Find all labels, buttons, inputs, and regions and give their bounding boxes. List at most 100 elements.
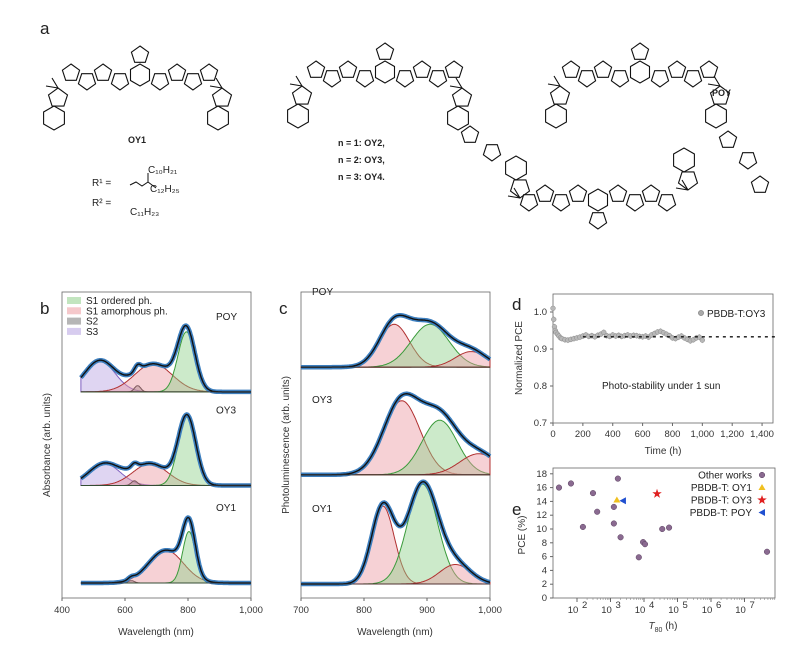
poy-thiophene-ring: [683, 70, 703, 88]
poy-left-dicyano-bond: [547, 75, 561, 87]
data-point-other: [610, 520, 617, 527]
oy1-right-indanone-ring: [211, 87, 233, 107]
poy-thiophene-ring: [738, 152, 758, 170]
data-point-poy: [619, 497, 626, 505]
oy-series-bottom-thiophene-ring: [551, 194, 571, 212]
chemical-structures: [43, 42, 770, 230]
panel-label-d: d: [512, 295, 521, 314]
legend-swatch: [67, 317, 81, 325]
legend-marker-oy3: [757, 495, 767, 504]
oy-series-bottom-benzene-ring: [587, 188, 609, 212]
data-point-other: [617, 534, 624, 541]
x-tick-label: 10: [601, 605, 612, 616]
series-name-oy4: n = 3: OY4.: [338, 172, 385, 182]
oy-series-mid-indanone-ring: [451, 87, 473, 107]
panel-label-a: a: [40, 19, 50, 38]
photoluminescence-plot: POY OY3 OY1: [300, 287, 492, 587]
oy-series-mid-dicyano-bond: [449, 77, 463, 89]
data-point-other: [641, 541, 649, 548]
oy-series-bottom-pyrrole-ring: [568, 184, 588, 202]
oy1-left-indanone-ring: [47, 87, 69, 107]
y-axis-label-d: Normalized PCE: [514, 321, 525, 395]
x-axis-label-e: T80 (h): [649, 621, 678, 634]
data-point-other: [614, 475, 621, 482]
x-ticks-b: 400 600 800 1,000: [54, 598, 263, 616]
sample-label: OY1: [312, 504, 332, 515]
oy-series-mid-indanone-benzene: [447, 105, 469, 131]
oy1-thiophene-ring: [93, 63, 113, 81]
x-tick-exponent: 6: [716, 600, 721, 611]
sample-label: OY1: [216, 503, 236, 514]
oy1-right-indanone-benzene: [207, 105, 229, 131]
legend-label: PBDB-T: OY3: [691, 496, 753, 507]
x-axis-label-e-main: T: [649, 621, 656, 632]
oy-series-top-pyrrole-ring: [355, 70, 375, 88]
oy-series-bottom-thiophene-ring: [625, 194, 645, 212]
sample-label: POY: [216, 312, 237, 323]
oy1-pyrrole-ring: [150, 73, 170, 91]
poy-right-dicyano-bond: [707, 75, 721, 87]
oy-series-top-thiophene-ring: [322, 70, 342, 88]
poy-thiadiazole-ring: [630, 42, 650, 60]
x-axis-label-e-unit: (h): [662, 621, 677, 632]
x-tick-exponent: 7: [750, 600, 755, 611]
y-tick-label: 8: [542, 538, 547, 549]
r1-chain-b: C₁₂H₂₅: [150, 184, 180, 195]
oy1-thiophene-ring: [199, 63, 219, 81]
y-tick-label: 6: [542, 552, 547, 563]
y-axis-label-e: PCE (%): [517, 516, 528, 555]
oy-series-bottom-thiophene-ring: [519, 194, 539, 212]
x-axis-label-e-sub: 80: [655, 627, 663, 634]
poy-thiophene-ring: [750, 175, 770, 193]
x-tick-label: 10: [735, 605, 746, 616]
data-point-other: [589, 490, 597, 497]
x-tick-label: 600: [117, 605, 133, 616]
oy-series-bottom-thiophene-ring: [641, 184, 661, 202]
x-tick-label: 600: [635, 429, 651, 440]
sample-label: POY: [312, 287, 333, 298]
y-tick-label: 0.9: [534, 344, 547, 355]
poy-right-indanone-ring: [709, 85, 731, 105]
legend-label: Other works: [698, 471, 752, 482]
x-tick-label: 400: [605, 429, 621, 440]
x-tick-label: 10: [568, 605, 579, 616]
oy-series-top-thiophene-ring: [412, 60, 432, 78]
poy-left-indanone-benzene: [545, 103, 567, 129]
x-tick-label: 1,000: [478, 605, 502, 616]
x-axis-label-d: Time (h): [645, 446, 682, 457]
oy1-thiophene-ring: [167, 63, 187, 81]
poy-pyrrole-ring: [610, 70, 630, 88]
r1-chain-a: C₁₀H₂₁: [148, 165, 178, 176]
data-point-other: [763, 548, 771, 555]
legend-swatch: [67, 297, 81, 304]
poy-thiophene-ring: [667, 60, 687, 78]
data-point-other: [567, 480, 575, 487]
series-name-oy3: n = 2: OY3,: [338, 155, 385, 165]
y-tick-label: 4: [542, 565, 547, 576]
oy1-pyrrole-ring: [110, 73, 130, 91]
stability-plot: 0.7 0.8 0.9 1.0 0 200 400 600 800 1,000 1,200 1,400: [534, 305, 777, 440]
data-point: [601, 329, 607, 336]
x-tick-exponent: 2: [582, 600, 587, 611]
oy-series-lower-left-indanone-benzene: [505, 155, 527, 181]
linker-thiophene-ring: [482, 144, 502, 162]
linker-thiophene-ring: [460, 125, 480, 143]
oy-series-left-indanone-ring: [291, 85, 313, 105]
oy-series-lower-right-indanone-benzene: [673, 147, 695, 173]
oy-series-top-pyrrole-ring: [395, 70, 415, 88]
y-tick-label: 0: [542, 593, 547, 604]
series-name-oy2: n = 1: OY2,: [338, 138, 385, 148]
legend-swatch: [67, 307, 81, 315]
y-tick-label: 12: [536, 510, 547, 521]
y-tick-label: 1.0: [534, 307, 547, 318]
sample-label: OY3: [216, 406, 236, 417]
legend-label: S1 ordered ph.: [86, 296, 152, 307]
data-point-oy1: [613, 496, 621, 503]
oy-series-left-dicyano-bond: [289, 75, 303, 87]
x-axis-label-c: Wavelength (nm): [357, 627, 433, 638]
data-point-other: [579, 523, 586, 530]
data-point: [550, 305, 556, 311]
x-tick-label: 800: [356, 605, 372, 616]
